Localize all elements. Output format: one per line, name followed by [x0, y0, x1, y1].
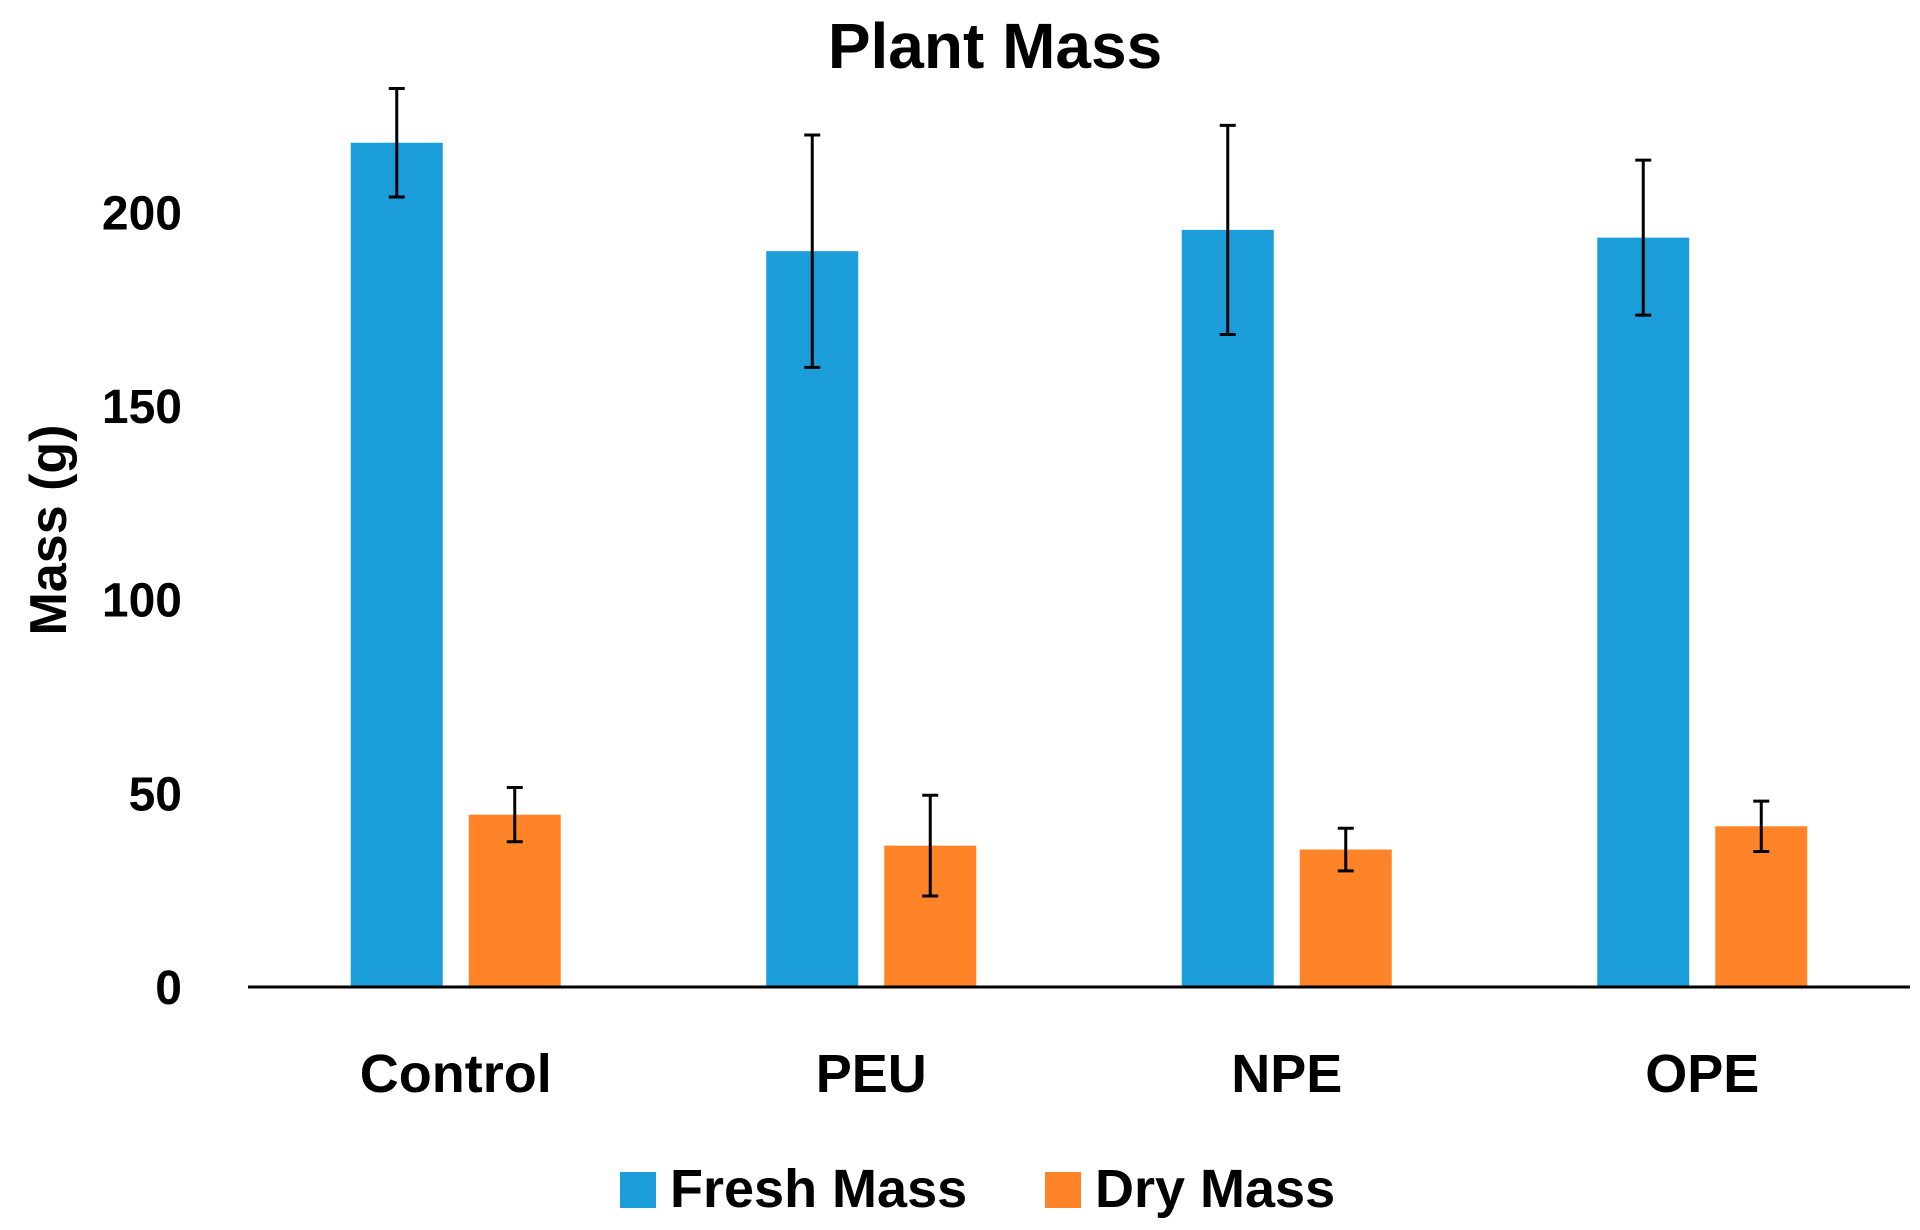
error-bar	[1337, 826, 1354, 873]
error-bar	[388, 87, 405, 199]
y-tick-label: 200	[102, 187, 182, 240]
error-bar	[1219, 123, 1236, 336]
y-axis-label: Mass (g)	[20, 425, 78, 636]
error-bar	[1635, 158, 1652, 317]
axis-layer: 0 50 100 150 200 Control PEU NPE OPE	[102, 187, 1910, 1104]
error-bar	[506, 786, 523, 844]
bar-dry-mass-npe	[1299, 849, 1392, 987]
bar-dry-mass-ope	[1715, 826, 1808, 987]
legend-label: Fresh Mass	[670, 1159, 967, 1219]
x-tick-label: PEU	[816, 1044, 927, 1104]
error-bar	[1753, 799, 1770, 853]
bar-fresh-mass-control	[350, 142, 443, 987]
bar-fresh-mass-ope	[1597, 237, 1690, 988]
legend-item: Fresh Mass	[620, 1159, 967, 1219]
legend-swatch	[620, 1172, 656, 1208]
y-tick-label: 100	[102, 575, 182, 628]
bar-dry-mass-control	[468, 814, 561, 987]
legend-item: Dry Mass	[1045, 1159, 1335, 1219]
bar-fresh-mass-npe	[1181, 229, 1274, 987]
error-bar	[922, 793, 939, 898]
y-tick-label: 150	[102, 381, 182, 434]
x-tick-label: NPE	[1231, 1044, 1342, 1104]
bar-fresh-mass-peu	[766, 251, 859, 987]
y-tick-label: 0	[155, 962, 182, 1015]
error-bars-layer	[388, 87, 1770, 898]
bars-layer	[350, 142, 1808, 988]
x-tick-label: Control	[360, 1044, 552, 1104]
error-bar	[804, 133, 821, 369]
chart-title: Plant Mass	[828, 10, 1162, 82]
y-tick-label: 50	[129, 768, 182, 821]
x-tick-label: OPE	[1645, 1044, 1759, 1104]
legend-label: Dry Mass	[1095, 1159, 1335, 1219]
legend: Fresh Mass Dry Mass	[620, 1159, 1335, 1219]
legend-swatch	[1045, 1172, 1081, 1208]
